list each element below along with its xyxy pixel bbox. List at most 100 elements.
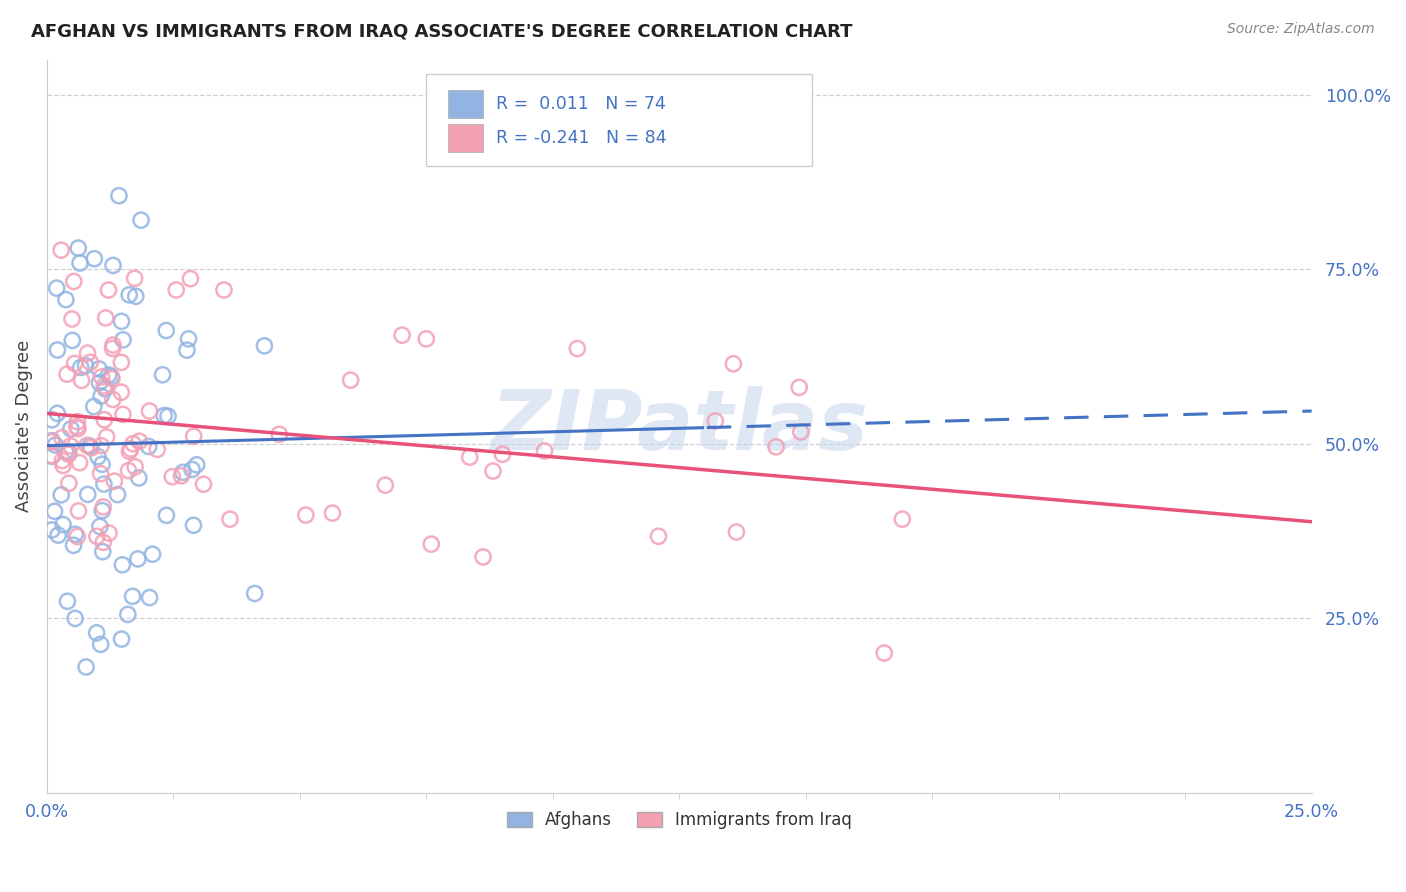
Point bbox=[101, 259, 124, 273]
Point bbox=[62, 538, 84, 552]
Point bbox=[97, 368, 120, 382]
Point bbox=[44, 438, 66, 452]
Point bbox=[138, 591, 160, 605]
Point bbox=[91, 500, 114, 514]
Point bbox=[96, 430, 118, 444]
Point bbox=[100, 369, 122, 384]
Point bbox=[93, 413, 115, 427]
Point bbox=[41, 413, 63, 427]
Point bbox=[66, 529, 89, 543]
Point bbox=[647, 529, 669, 543]
Point bbox=[787, 380, 810, 394]
Point bbox=[117, 607, 139, 622]
Point bbox=[110, 632, 132, 646]
FancyBboxPatch shape bbox=[449, 90, 484, 118]
Point bbox=[128, 434, 150, 449]
Point bbox=[101, 342, 124, 356]
Point bbox=[704, 414, 727, 428]
Point bbox=[533, 444, 555, 458]
Point bbox=[58, 445, 80, 459]
Point bbox=[60, 334, 83, 348]
Point bbox=[122, 436, 145, 450]
Point bbox=[41, 434, 63, 449]
Point bbox=[87, 450, 110, 464]
Point bbox=[93, 379, 115, 393]
Point bbox=[69, 360, 91, 375]
Point bbox=[41, 434, 63, 448]
Point bbox=[253, 339, 276, 353]
Point bbox=[89, 519, 111, 533]
Point bbox=[155, 324, 177, 338]
Point bbox=[472, 549, 495, 564]
Point bbox=[491, 447, 513, 461]
Point bbox=[120, 442, 142, 456]
Point bbox=[41, 450, 63, 464]
Point bbox=[153, 409, 176, 423]
Point bbox=[110, 314, 132, 328]
Point bbox=[118, 288, 141, 302]
Point bbox=[76, 346, 98, 360]
Text: R =  0.011   N = 74: R = 0.011 N = 74 bbox=[496, 95, 666, 112]
Point bbox=[51, 488, 73, 502]
Point bbox=[212, 283, 235, 297]
Point bbox=[66, 419, 89, 434]
Point bbox=[243, 586, 266, 600]
Point bbox=[66, 415, 89, 429]
Point bbox=[83, 252, 105, 266]
Point bbox=[127, 552, 149, 566]
Point bbox=[55, 293, 77, 307]
Point bbox=[76, 438, 98, 452]
Point bbox=[101, 372, 124, 386]
Point bbox=[59, 439, 82, 453]
Point bbox=[90, 389, 112, 403]
Point bbox=[63, 356, 86, 370]
Point bbox=[873, 646, 896, 660]
Point bbox=[118, 444, 141, 458]
Point bbox=[51, 431, 73, 445]
Point bbox=[170, 468, 193, 483]
Point bbox=[66, 421, 89, 435]
Point bbox=[415, 332, 437, 346]
Point bbox=[339, 373, 361, 387]
Point bbox=[90, 439, 112, 453]
Point bbox=[458, 450, 481, 465]
Y-axis label: Associate's Degree: Associate's Degree bbox=[15, 340, 32, 512]
Point bbox=[108, 188, 131, 202]
Point bbox=[157, 409, 180, 424]
Point bbox=[65, 527, 87, 541]
Point bbox=[80, 441, 103, 455]
Point bbox=[52, 517, 75, 532]
Point bbox=[186, 458, 208, 472]
Point bbox=[101, 338, 124, 352]
FancyBboxPatch shape bbox=[426, 74, 813, 166]
Point bbox=[219, 512, 242, 526]
Point bbox=[152, 368, 174, 382]
Point bbox=[60, 312, 83, 326]
Point bbox=[110, 355, 132, 369]
Point bbox=[723, 357, 745, 371]
Legend: Afghans, Immigrants from Iraq: Afghans, Immigrants from Iraq bbox=[501, 805, 859, 836]
Point bbox=[94, 382, 117, 396]
Point bbox=[138, 404, 160, 418]
Point bbox=[44, 504, 66, 518]
Point bbox=[91, 457, 114, 471]
Point bbox=[110, 385, 132, 400]
Point bbox=[70, 373, 93, 387]
Point bbox=[177, 332, 200, 346]
Point bbox=[790, 425, 813, 439]
Point bbox=[124, 271, 146, 285]
Point bbox=[101, 392, 124, 407]
Point bbox=[321, 506, 343, 520]
Point bbox=[138, 440, 160, 454]
Point bbox=[41, 449, 63, 463]
Point bbox=[891, 512, 914, 526]
Point bbox=[112, 333, 135, 347]
Point bbox=[111, 408, 134, 422]
Point bbox=[128, 471, 150, 485]
Point bbox=[58, 476, 80, 491]
Point bbox=[41, 523, 63, 537]
Point bbox=[56, 594, 79, 608]
Point bbox=[183, 429, 205, 443]
Point bbox=[93, 477, 115, 491]
Point bbox=[94, 310, 117, 325]
